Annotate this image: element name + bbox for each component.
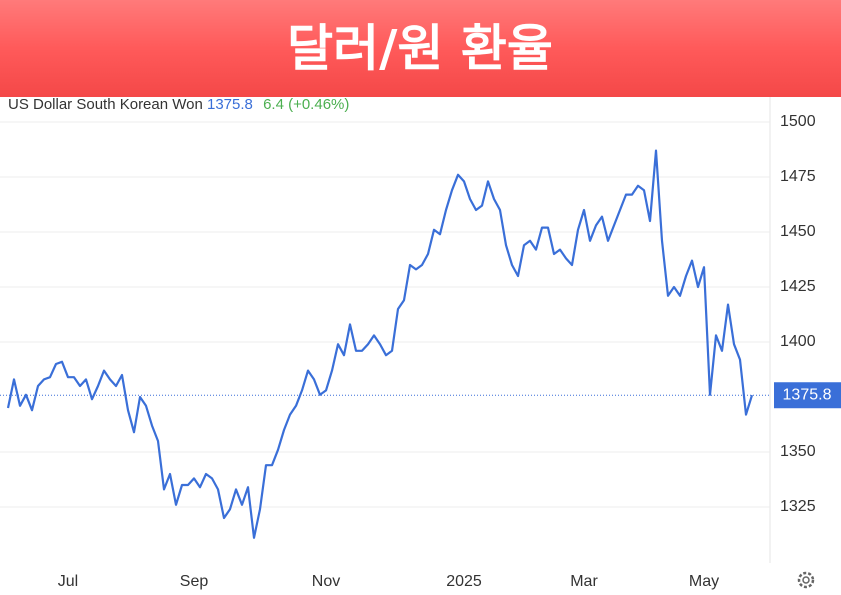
y-tick-label: 1325	[780, 498, 816, 515]
y-tick-label: 1500	[780, 113, 816, 130]
y-tick-label: 1350	[780, 443, 816, 460]
x-tick-label: 2025	[446, 573, 482, 590]
y-tick-label: 1475	[780, 168, 816, 185]
chart-title: 달러/원 환율	[287, 20, 553, 78]
last-value-label: 1375.8	[783, 386, 832, 403]
x-tick-label: Sep	[180, 573, 209, 590]
legend: US Dollar South Korean Won 1375.8 6.4 (+…	[8, 96, 349, 113]
legend-value: 1375.8	[207, 96, 253, 113]
line	[6, 149, 754, 539]
grid	[0, 121, 770, 508]
banner	[0, 0, 841, 97]
x-tick-label: May	[689, 573, 719, 590]
x-tick-label: Mar	[570, 573, 598, 590]
x-tick-label: Jul	[58, 573, 78, 590]
settings-icon[interactable]	[797, 571, 815, 589]
legend-name: US Dollar South Korean Won	[8, 96, 203, 113]
legend-change: 6.4 (+0.46%)	[263, 96, 349, 113]
y-tick-label: 1400	[780, 333, 816, 350]
x-tick-label: Nov	[312, 573, 340, 590]
y-tick-label: 1425	[780, 278, 816, 295]
last-value-box	[774, 382, 841, 409]
y-tick-label: 1450	[780, 223, 816, 240]
